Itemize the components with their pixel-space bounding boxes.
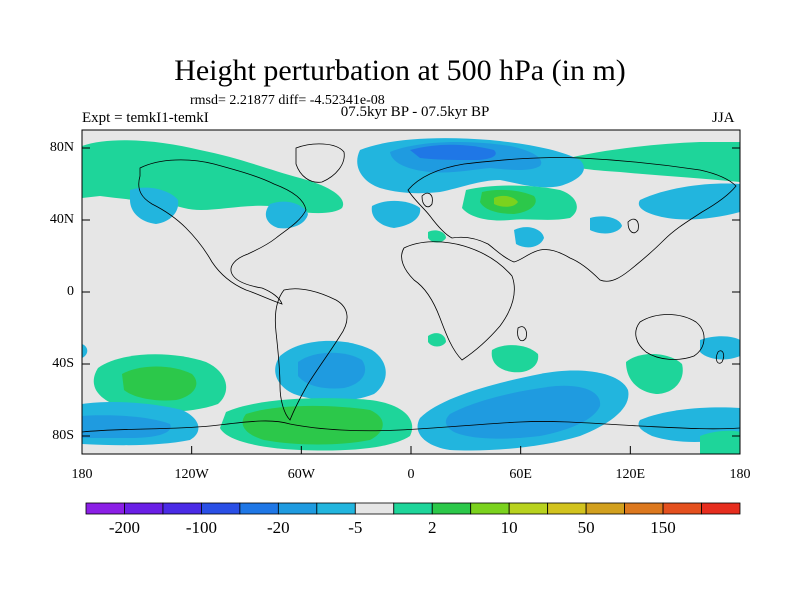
contour-sh-negative-pacific xyxy=(82,344,88,358)
lat-label: 80N xyxy=(49,140,74,155)
lon-label: 60W xyxy=(287,467,315,482)
coastline-antarctica xyxy=(82,420,740,433)
axis-ticks xyxy=(81,147,741,454)
coastline-uk xyxy=(421,192,433,208)
experiment-label: Expt = temkI1-temkI xyxy=(82,110,209,126)
contour-nh-negative-asia xyxy=(638,183,740,220)
coastline-africa xyxy=(401,241,515,361)
colorbar-swatch xyxy=(239,502,279,515)
contour-nh-negative-pacific xyxy=(130,187,179,224)
contour-sh-positive-indian xyxy=(491,345,539,373)
lat-label: 80S xyxy=(52,428,74,443)
contour-sh-positive-southafrica xyxy=(428,333,446,347)
colorbar-label: -5 xyxy=(348,518,363,537)
colorbar-swatch xyxy=(201,502,241,515)
coastline-south-america xyxy=(274,288,348,421)
season-label: JJA xyxy=(712,110,735,126)
contour-nh-negative-atlantic xyxy=(371,200,421,228)
colorbar-swatch xyxy=(393,502,433,515)
coastline-new-zealand xyxy=(715,350,725,364)
contour-nh-positive-atlantic xyxy=(428,230,446,243)
colorbar-label: 50 xyxy=(577,518,595,537)
colorbar-swatch xyxy=(662,502,702,515)
coastline-north-america xyxy=(138,159,307,305)
colorbar-label: -200 xyxy=(108,518,141,537)
coastlines xyxy=(82,143,740,433)
contour-sh-positive-antarctic-core xyxy=(242,405,383,445)
colorbar-swatch xyxy=(547,502,587,515)
colorbar-label: 2 xyxy=(427,518,437,537)
coastline-japan xyxy=(627,218,639,234)
lat-label: 40N xyxy=(49,212,74,227)
contour-sh-negative-indian-core xyxy=(445,385,601,439)
colorbar-swatch xyxy=(431,502,472,515)
lon-label: 60E xyxy=(509,467,532,482)
contour-sh-negative-southatlantic-core xyxy=(298,352,366,389)
colorbar-swatch xyxy=(124,502,164,515)
colorbar-swatch xyxy=(585,502,625,515)
lon-label: 120E xyxy=(615,467,646,482)
colorbar-swatch xyxy=(277,502,318,515)
colorbar-label: 150 xyxy=(650,518,676,537)
contour-nh-negative-asia-b xyxy=(590,216,622,234)
contour-field xyxy=(82,138,740,454)
colorbar-swatch xyxy=(701,502,741,515)
coastline-australia xyxy=(635,314,705,360)
lat-label: 0 xyxy=(67,284,74,299)
contour-nh-positive-b xyxy=(560,142,740,182)
coastline-madagascar xyxy=(517,326,527,342)
colorbar-swatch xyxy=(316,502,356,515)
lon-label: 180 xyxy=(729,467,751,482)
colorbar-swatch xyxy=(85,502,125,515)
colorbar-label: -100 xyxy=(185,518,217,537)
colorbar-label: 10 xyxy=(500,518,518,537)
colorbar-swatch xyxy=(508,502,549,515)
colorbar-label: -20 xyxy=(267,518,290,537)
coastline-greenland xyxy=(295,143,345,183)
colorbar-swatch xyxy=(354,502,395,515)
lon-label: 120W xyxy=(174,467,209,482)
stats-text: rmsd= 2.21877 diff= -4.52341e-08 xyxy=(190,93,385,108)
contour-nh-negative-america xyxy=(265,201,308,229)
map-plot-area xyxy=(82,130,740,454)
contour-sh-positive-east xyxy=(700,430,740,454)
colorbar xyxy=(85,502,741,515)
lat-label: 40S xyxy=(52,356,74,371)
contour-sh-negative-australia xyxy=(700,336,740,360)
map-title: Height perturbation at 500 hPa (in m) xyxy=(174,54,626,87)
lon-label: 180 xyxy=(71,467,93,482)
contour-sh-positive-australia xyxy=(626,353,683,394)
contour-sh-positive-pacific-core xyxy=(122,366,197,401)
lon-label: 0 xyxy=(407,467,415,482)
contour-sh-negative-southern-core xyxy=(82,415,171,438)
colorbar-swatch xyxy=(162,502,202,515)
contour-nh-negative-north-inner xyxy=(410,144,496,160)
colorbar-swatch xyxy=(470,502,510,515)
contour-nh-positive-europe-peak xyxy=(494,195,518,207)
colorbar-swatch xyxy=(624,502,664,515)
contour-nh-negative-mideast xyxy=(514,227,544,248)
coastline-eurasia xyxy=(407,157,737,282)
period-label: 07.5kyr BP - 07.5kyr BP xyxy=(340,104,490,120)
